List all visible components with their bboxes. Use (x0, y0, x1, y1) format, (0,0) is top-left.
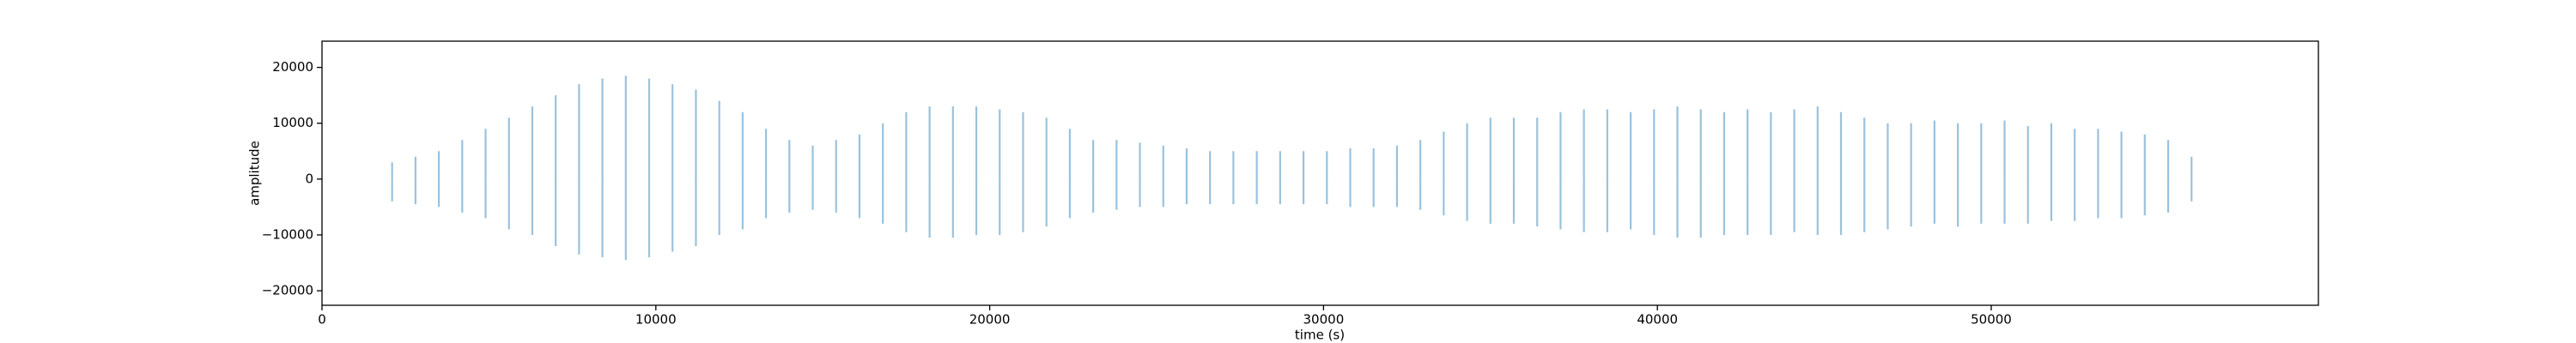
y-tick-label: −10000 (262, 226, 313, 242)
plot-area (391, 75, 2193, 261)
x-tick-label: 20000 (969, 312, 1011, 328)
x-tick-label: 30000 (1303, 312, 1345, 328)
y-axis-label: amplitude (247, 141, 263, 206)
y-tick-label: 10000 (272, 115, 313, 130)
x-tick-label: 10000 (635, 312, 677, 328)
y-tick-label: 0 (305, 171, 313, 186)
y-tick-label: 20000 (272, 59, 313, 75)
y-tick-label: −20000 (262, 283, 313, 298)
axes-frame (321, 40, 2319, 306)
x-axis-label: time (s) (1295, 328, 1345, 343)
x-tick-label: 40000 (1637, 312, 1678, 328)
x-tick-label: 50000 (1971, 312, 2012, 328)
x-tick-label: 0 (318, 312, 326, 328)
